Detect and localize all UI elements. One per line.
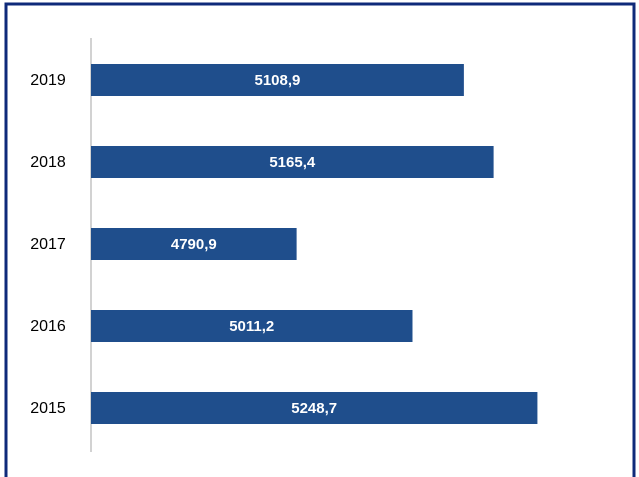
value-label: 5165,4 xyxy=(269,154,316,171)
value-label: 5108,9 xyxy=(254,72,300,89)
value-label: 5011,2 xyxy=(229,318,274,335)
bar xyxy=(91,146,494,178)
frame xyxy=(4,2,636,477)
value-label: 5248,7 xyxy=(291,400,337,417)
bar xyxy=(91,228,297,260)
bar xyxy=(91,310,413,342)
bar xyxy=(91,64,464,96)
y-tick-label: 2018 xyxy=(30,154,66,171)
bar xyxy=(91,392,538,424)
y-tick-label: 2016 xyxy=(30,318,66,335)
value-label: 4790,9 xyxy=(171,236,217,253)
y-tick-label: 2015 xyxy=(30,400,66,417)
y-tick-label: 2017 xyxy=(30,236,66,253)
y-tick-label: 2019 xyxy=(30,72,66,89)
